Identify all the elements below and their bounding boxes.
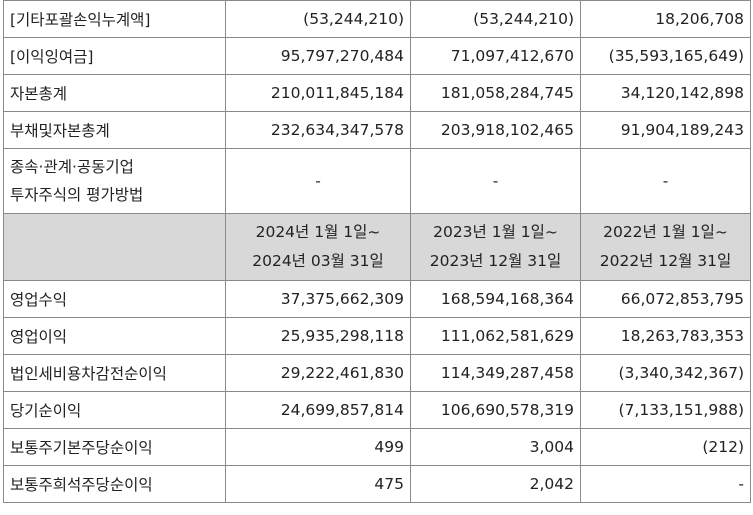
value-2024q1: (53,244,210) — [225, 0, 411, 38]
row-label-line: 투자주식의 평가방법 — [10, 186, 144, 204]
row-label: [기타포괄손익누계액] — [3, 0, 226, 38]
value-2024q1: 210,011,845,184 — [225, 74, 411, 112]
table-row: [기타포괄손익누계액] (53,244,210) (53,244,210) 18… — [3, 0, 751, 38]
value-2022: 91,904,189,243 — [580, 111, 751, 149]
value-2024q1: 29,222,461,830 — [225, 354, 411, 392]
period-end: 2022년 12월 31일 — [599, 252, 732, 270]
value-2022: (7,133,151,988) — [580, 391, 751, 429]
table-row: 보통주희석주당순이익 475 2,042 - — [3, 465, 751, 503]
table-row: [이익잉여금] 95,797,270,484 71,097,412,670 (3… — [3, 37, 751, 75]
row-label: 영업이익 — [3, 317, 226, 355]
value-2024q1: 232,634,347,578 — [225, 111, 411, 149]
value-2023: - — [410, 148, 581, 214]
period-header-empty — [3, 213, 226, 281]
period-end: 2024년 03월 31일 — [252, 252, 384, 270]
value-2022: (3,340,342,367) — [580, 354, 751, 392]
row-label: 종속·관계·공동기업 투자주식의 평가방법 — [3, 148, 226, 214]
row-label: 부채및자본총계 — [3, 111, 226, 149]
financial-summary-table: [기타포괄손익누계액] (53,244,210) (53,244,210) 18… — [3, 0, 751, 503]
value-2022: 18,263,783,353 — [580, 317, 751, 355]
value-2022: 34,120,142,898 — [580, 74, 751, 112]
table-row: 영업수익 37,375,662,309 168,594,168,364 66,0… — [3, 280, 751, 318]
row-label: 자본총계 — [3, 74, 226, 112]
value-2024q1: 499 — [225, 428, 411, 466]
value-2023: 71,097,412,670 — [410, 37, 581, 75]
value-2022: (35,593,165,649) — [580, 37, 751, 75]
value-2024q1: 24,699,857,814 — [225, 391, 411, 429]
value-2023: 114,349,287,458 — [410, 354, 581, 392]
table-row: 당기순이익 24,699,857,814 106,690,578,319 (7,… — [3, 391, 751, 429]
row-label: 보통주희석주당순이익 — [3, 465, 226, 503]
period-header-2023: 2023년 1월 1일~ 2023년 12월 31일 — [410, 213, 581, 281]
table-row: 법인세비용차감전순이익 29,222,461,830 114,349,287,4… — [3, 354, 751, 392]
table-row: 부채및자본총계 232,634,347,578 203,918,102,465 … — [3, 111, 751, 149]
value-2023: 203,918,102,465 — [410, 111, 581, 149]
value-2024q1: - — [225, 148, 411, 214]
value-2023: 168,594,168,364 — [410, 280, 581, 318]
period-header-2022: 2022년 1월 1일~ 2022년 12월 31일 — [580, 213, 751, 281]
period-end: 2023년 12월 31일 — [429, 252, 562, 270]
value-2022: - — [580, 465, 751, 503]
table-row: 영업이익 25,935,298,118 111,062,581,629 18,2… — [3, 317, 751, 355]
value-2023: (53,244,210) — [410, 0, 581, 38]
row-label: 법인세비용차감전순이익 — [3, 354, 226, 392]
period-header-row: 2024년 1월 1일~ 2024년 03월 31일 2023년 1월 1일~ … — [3, 213, 751, 281]
value-2024q1: 25,935,298,118 — [225, 317, 411, 355]
period-header-2024q1: 2024년 1월 1일~ 2024년 03월 31일 — [225, 213, 411, 281]
value-2023: 111,062,581,629 — [410, 317, 581, 355]
period-start: 2023년 1월 1일~ — [433, 223, 558, 241]
value-2022: 18,206,708 — [580, 0, 751, 38]
value-2024q1: 37,375,662,309 — [225, 280, 411, 318]
value-2024q1: 475 — [225, 465, 411, 503]
value-2023: 106,690,578,319 — [410, 391, 581, 429]
period-start: 2022년 1월 1일~ — [603, 223, 728, 241]
value-2022: (212) — [580, 428, 751, 466]
row-label: 영업수익 — [3, 280, 226, 318]
row-label: 보통주기본주당순이익 — [3, 428, 226, 466]
period-start: 2024년 1월 1일~ — [255, 223, 381, 241]
table-row-valuation-method: 종속·관계·공동기업 투자주식의 평가방법 - - - — [3, 148, 751, 214]
table-row: 보통주기본주당순이익 499 3,004 (212) — [3, 428, 751, 466]
table-row: 자본총계 210,011,845,184 181,058,284,745 34,… — [3, 74, 751, 112]
row-label-line: 종속·관계·공동기업 — [10, 158, 134, 176]
value-2023: 2,042 — [410, 465, 581, 503]
value-2023: 181,058,284,745 — [410, 74, 581, 112]
value-2024q1: 95,797,270,484 — [225, 37, 411, 75]
value-2022: 66,072,853,795 — [580, 280, 751, 318]
value-2022: - — [580, 148, 751, 214]
row-label: 당기순이익 — [3, 391, 226, 429]
row-label: [이익잉여금] — [3, 37, 226, 75]
value-2023: 3,004 — [410, 428, 581, 466]
